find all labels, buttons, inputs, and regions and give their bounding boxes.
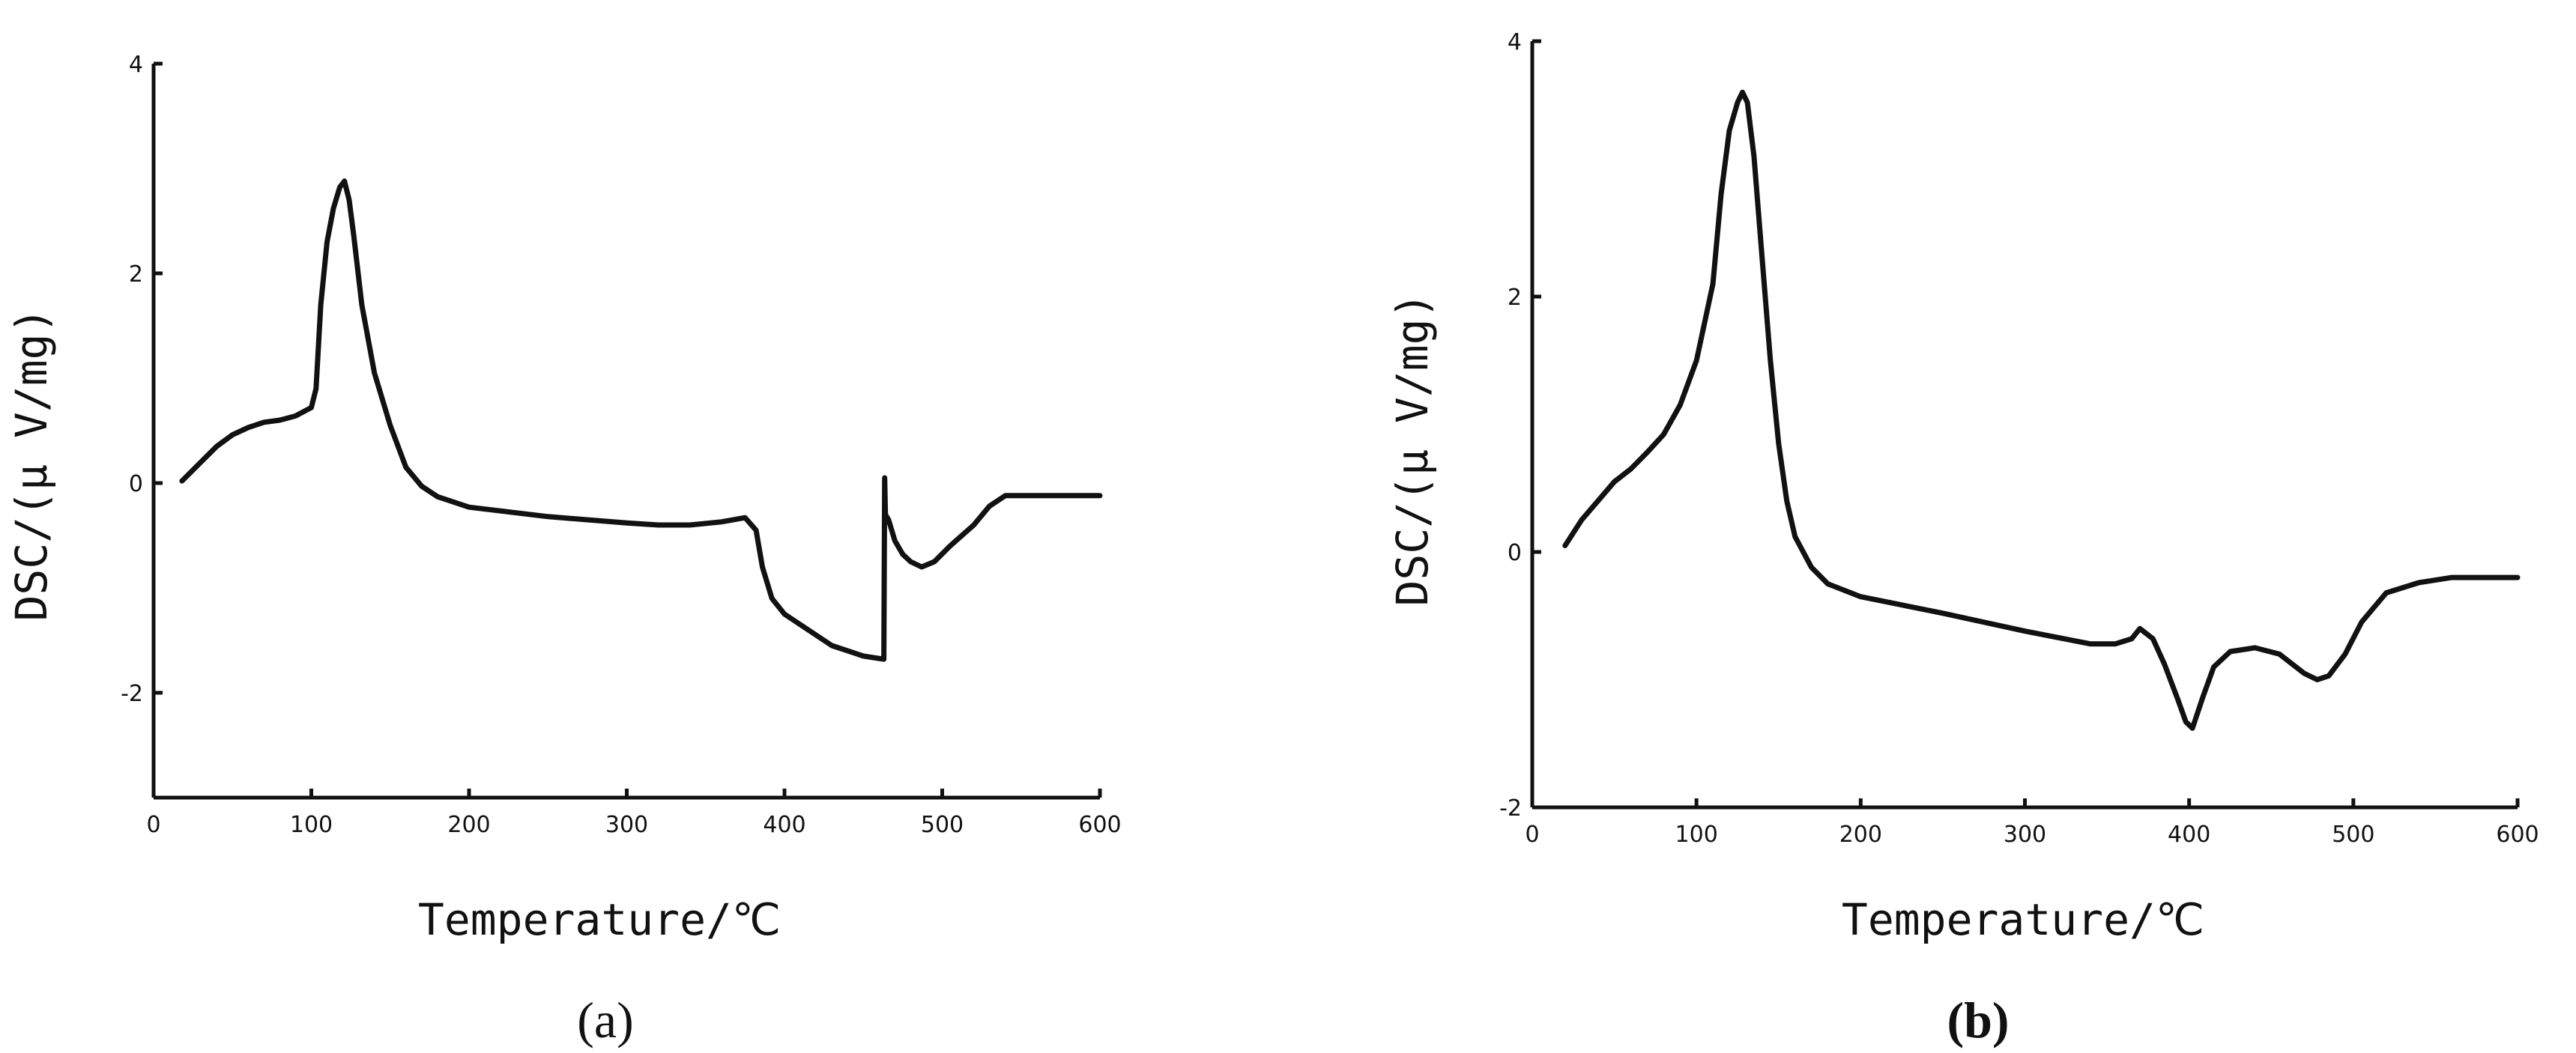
dsc-curve-line	[1562, 89, 2521, 731]
x-tick-label: 200	[447, 812, 490, 838]
x-tick-label: 400	[763, 812, 805, 838]
panel-label: (a)	[577, 992, 633, 1049]
x-tick-label: 500	[2332, 822, 2374, 848]
x-tick-label: 600	[2496, 822, 2539, 848]
x-axis-title: Temperature/℃	[418, 894, 781, 945]
chart-panel-a: -2 0 2 4 0 100 200 300 400 500 600 Temperature/℃ DSC…	[6, 52, 1122, 1049]
y-axis-title: DSC/(μ V/mg)	[6, 307, 57, 621]
x-tick-label: 0	[1525, 822, 1539, 848]
y-axis-title: DSC/(μ V/mg)	[1387, 292, 1438, 606]
x-tick-label: 400	[2168, 822, 2210, 848]
y-tick-label: 4	[129, 52, 143, 78]
y-tick-label: -2	[1499, 795, 1522, 822]
y-tick-label: 2	[1508, 285, 1522, 311]
y-tick-label: 0	[1508, 540, 1522, 566]
y-tick-label: 0	[129, 471, 143, 497]
x-tick-label: 0	[146, 812, 160, 838]
panel-label: (b)	[1947, 992, 2009, 1049]
y-tick-label: 4	[1508, 29, 1522, 55]
y-tick-label: 2	[129, 261, 143, 288]
x-tick-label: 300	[2004, 822, 2046, 848]
y-tick-label: -2	[121, 681, 143, 707]
x-tick-label: 500	[921, 812, 964, 838]
x-tick-label: 100	[1675, 822, 1718, 848]
dsc-curve-line	[179, 178, 1103, 662]
x-tick-label: 100	[290, 812, 333, 838]
x-tick-label: 200	[1839, 822, 1882, 848]
x-tick-label: 300	[605, 812, 648, 838]
x-axis-title: Temperature/℃	[1842, 894, 2204, 945]
x-tick-label: 600	[1078, 812, 1121, 838]
